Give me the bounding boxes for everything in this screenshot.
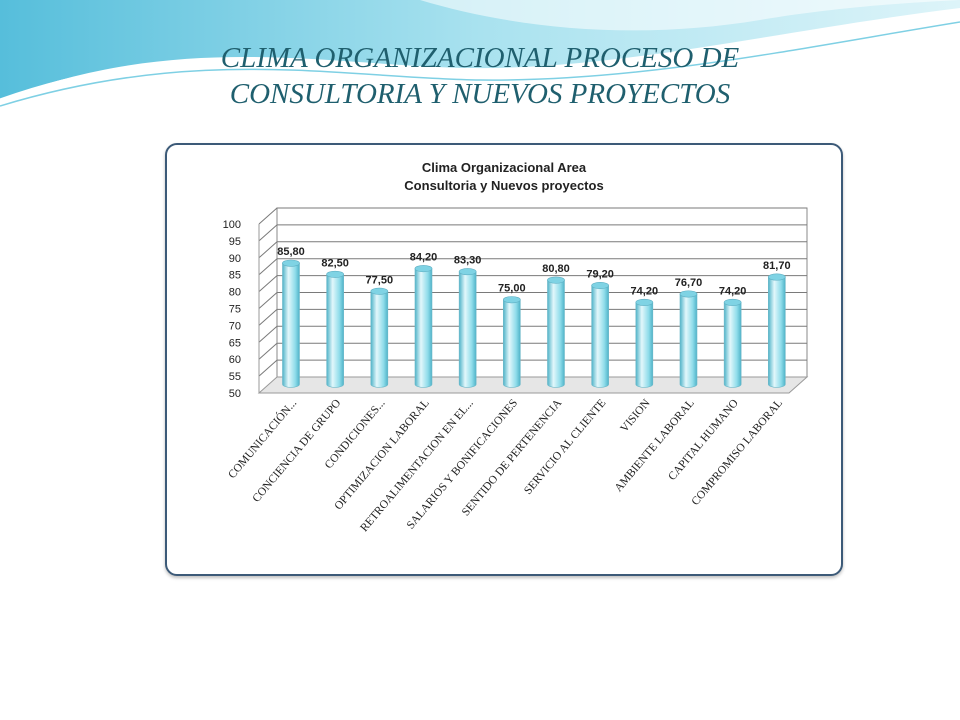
bar xyxy=(326,274,344,388)
y-tick-label: 70 xyxy=(229,320,241,332)
chart-title-line-2: Consultoria y Nuevos proyectos xyxy=(404,178,604,193)
y-tick-label: 75 xyxy=(229,304,241,316)
y-tick-label: 55 xyxy=(229,371,241,383)
bar-top xyxy=(282,259,300,267)
data-label: 84,20 xyxy=(410,252,438,264)
gridline xyxy=(258,359,807,377)
slide-title-line-1: CLIMA ORGANIZACIONAL PROCESO DE xyxy=(220,42,740,74)
gridline xyxy=(258,241,807,259)
bar-top xyxy=(503,296,521,304)
gridline xyxy=(258,325,807,343)
bar-top xyxy=(679,290,698,298)
y-tick-label: 85 xyxy=(229,270,241,282)
chart-title: Clima Organizacional Area Consultoria y … xyxy=(167,159,841,195)
bar xyxy=(635,302,654,388)
gridline xyxy=(258,308,807,326)
data-label: 74,20 xyxy=(719,285,747,297)
chart-title-line-1: Clima Organizacional Area xyxy=(421,160,587,175)
data-label: 82,50 xyxy=(321,257,349,269)
bar-top xyxy=(768,273,786,281)
bar xyxy=(768,276,786,388)
bar xyxy=(458,271,477,388)
category-label: CONCIENCIA DE GRUPO xyxy=(250,397,343,505)
y-tick-label: 80 xyxy=(229,287,241,299)
data-label: 79,20 xyxy=(586,269,614,281)
y-tick-label: 65 xyxy=(229,337,241,349)
gridline xyxy=(258,258,807,276)
bar-top xyxy=(458,268,477,276)
bar xyxy=(547,279,565,388)
category-label: COMPROMISO LABORAL xyxy=(689,397,785,508)
bar xyxy=(282,262,300,388)
gridline xyxy=(258,207,807,225)
y-tick-label: 100 xyxy=(223,219,241,231)
data-label: 76,70 xyxy=(675,277,703,289)
chart-floor xyxy=(257,376,809,394)
data-label: 81,70 xyxy=(763,260,791,272)
data-label: 74,20 xyxy=(631,285,659,297)
category-label: VISION xyxy=(618,397,653,435)
category-label: AMBIENTE LABORAL xyxy=(613,397,697,494)
bar-top xyxy=(591,282,609,290)
y-tick-label: 60 xyxy=(229,354,241,366)
bar-top xyxy=(547,276,565,284)
data-label: 77,50 xyxy=(366,274,394,286)
bar xyxy=(370,290,389,388)
slide-title: CLIMA ORGANIZACIONAL PROCESO DE CONSULTO… xyxy=(120,40,840,112)
bar-top xyxy=(723,298,742,306)
chart-container: 50 55 60 65 70 75 80 85 90 95 100 85,80 COMUNICACIÓN… xyxy=(165,143,843,576)
bar-top xyxy=(326,270,344,278)
gridline xyxy=(258,224,807,242)
bar-top xyxy=(370,287,389,295)
header-wave-decoration xyxy=(0,0,960,107)
bar xyxy=(503,299,521,388)
bar-top xyxy=(414,265,433,273)
gridline xyxy=(258,342,807,360)
y-tick-label: 90 xyxy=(229,253,241,265)
bar-top xyxy=(635,298,654,306)
category-label: SERVICIO AL CLIENTE xyxy=(522,397,608,497)
category-label: OPTIMIZACION LABORAL xyxy=(332,397,431,512)
y-tick-label: 50 xyxy=(229,388,241,400)
gridline xyxy=(258,275,807,292)
bar-chart: 5055606570758085909510085,80COMUNICACIÓN… xyxy=(223,207,809,534)
data-label: 75,00 xyxy=(498,283,526,295)
bar xyxy=(679,293,698,388)
bar xyxy=(591,285,609,388)
y-tick-label: 95 xyxy=(229,236,241,248)
bar xyxy=(414,268,433,388)
data-label: 83,30 xyxy=(454,255,482,267)
data-label: 85,80 xyxy=(277,246,305,258)
bar xyxy=(723,302,742,388)
gridline xyxy=(258,292,807,309)
slide-title-line-2: CONSULTORIA Y NUEVOS PROYECTOS xyxy=(229,78,731,110)
data-label: 80,80 xyxy=(542,263,570,275)
